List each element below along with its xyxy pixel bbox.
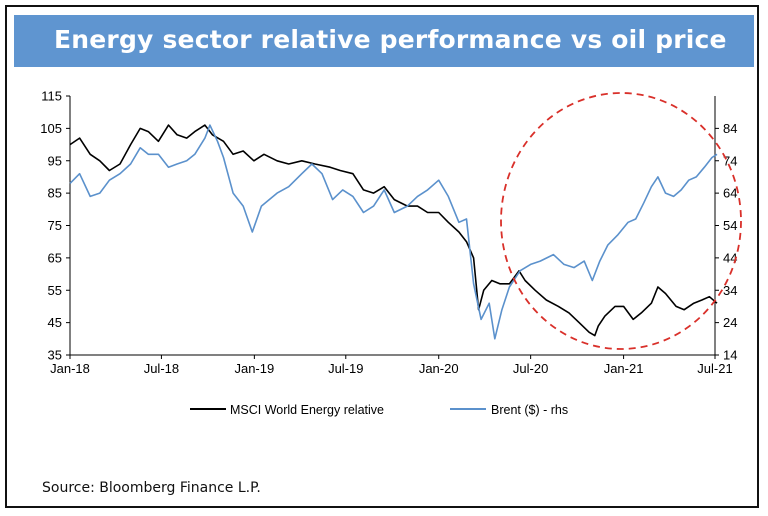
legend: MSCI World Energy relative Brent ($) - r…	[190, 403, 568, 417]
right-tick-label: 34	[723, 283, 737, 298]
right-tick-label: 14	[723, 348, 737, 363]
plot-area: 35 45 55 65 75 85 95 105 115 14 24 34 44 54 64 74 84 Jan-…	[40, 89, 742, 376]
left-tick-label: 65	[48, 250, 62, 265]
series-line-brent	[69, 124, 718, 340]
series-line-energy	[69, 124, 718, 337]
x-tick-label: Jul-19	[328, 361, 363, 376]
x-tick-label: Jan-21	[604, 361, 644, 376]
highlight-circle	[500, 92, 742, 350]
left-tick-label: 85	[48, 186, 62, 201]
x-tick-label: Jul-20	[513, 361, 548, 376]
x-tick-label: Jan-19	[234, 361, 274, 376]
x-tick-label: Jul-21	[697, 361, 732, 376]
right-tick-label: 44	[723, 250, 737, 265]
right-tick-label: 54	[723, 218, 737, 233]
left-tick-label: 45	[48, 315, 62, 330]
right-tick-label: 24	[723, 315, 737, 330]
source-note: Source: Bloomberg Finance L.P.	[42, 480, 261, 496]
right-tick-label: 64	[723, 186, 737, 201]
title-banner: Energy sector relative performance vs oi…	[14, 15, 754, 67]
left-tick-label: 95	[48, 153, 62, 168]
left-tick-label: 105	[40, 121, 62, 136]
left-tick-label: 55	[48, 283, 62, 298]
x-tick-label: Jul-18	[144, 361, 179, 376]
legend-label-brent: Brent ($) - rhs	[491, 403, 568, 417]
right-tick-label: 74	[723, 153, 737, 168]
x-tick-label: Jan-20	[419, 361, 459, 376]
left-tick-label: 115	[41, 89, 62, 104]
x-tick-label: Jan-18	[50, 361, 90, 376]
legend-label-energy: MSCI World Energy relative	[230, 403, 384, 417]
right-tick-label: 84	[723, 121, 737, 136]
left-tick-label: 35	[48, 348, 62, 363]
chart-frame	[5, 5, 759, 508]
chart-title: Energy sector relative performance vs oi…	[54, 25, 727, 54]
left-tick-label: 75	[48, 218, 62, 233]
